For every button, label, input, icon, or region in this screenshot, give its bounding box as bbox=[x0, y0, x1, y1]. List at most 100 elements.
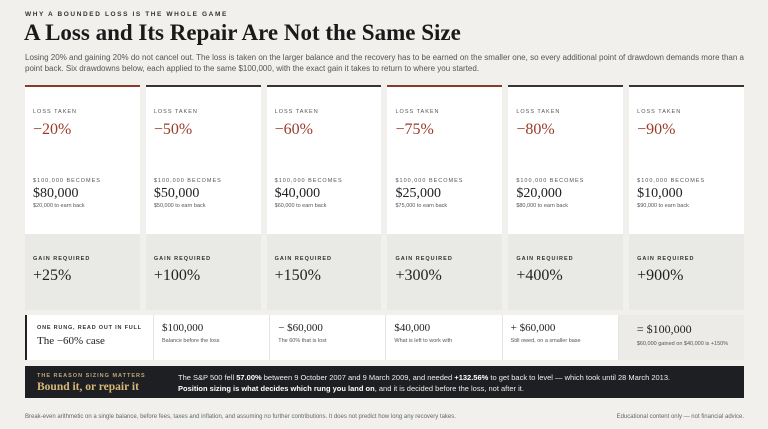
label: $100,000 BECOMES bbox=[395, 178, 464, 184]
disclaimer: Educational content only — not financial… bbox=[616, 414, 744, 420]
gain-section: GAIN REQUIRED +300% bbox=[387, 234, 503, 310]
balance-value: $40,000 bbox=[274, 186, 321, 201]
drawdown-card: LOSS TAKEN −80% $100,000 BECOMES $20,000 $80… bbox=[508, 85, 624, 310]
banner-text: Position sizing is what decides which ru… bbox=[178, 384, 375, 393]
balance-value: $20,000 bbox=[516, 186, 562, 201]
label: LOSS TAKEN bbox=[33, 109, 78, 115]
step-value: − $60,000 bbox=[278, 322, 323, 334]
balance-section: $100,000 BECOMES $25,000 $75,000 to earn b… bbox=[387, 164, 502, 234]
label: $100,000 BECOMES bbox=[274, 178, 343, 184]
balance-note: $80,000 to earn back bbox=[516, 203, 568, 209]
loss-value: −75% bbox=[395, 121, 434, 138]
balance-section: $100,000 BECOMES $20,000 $80,000 to earn b… bbox=[508, 164, 623, 234]
label: $100,000 BECOMES bbox=[637, 178, 706, 184]
label: $100,000 BECOMES bbox=[33, 178, 101, 184]
gain-section: GAIN REQUIRED +150% bbox=[266, 234, 382, 310]
banner-title: Bound it, or repair it bbox=[37, 381, 139, 393]
drawdown-card: LOSS TAKEN −20% $100,000 BECOMES $80,000 $20… bbox=[25, 85, 140, 310]
balance-section: $100,000 BECOMES $80,000 $20,000 to earn b… bbox=[25, 164, 140, 234]
loss-value: −80% bbox=[516, 121, 555, 138]
label: GAIN REQUIRED bbox=[274, 256, 332, 262]
step-value: $100,000 bbox=[162, 322, 204, 334]
loss-value: −50% bbox=[153, 121, 193, 138]
kicker: WHY A BOUNDED LOSS IS THE WHOLE GAME bbox=[25, 11, 228, 18]
loss-section: LOSS TAKEN −75% bbox=[387, 87, 502, 164]
step-note: $60,000 gained on $40,000 is +150% bbox=[636, 341, 729, 347]
label: LOSS TAKEN bbox=[153, 109, 198, 115]
case-step: $100,000 Balance before the loss bbox=[153, 315, 269, 360]
step-value: + $60,000 bbox=[510, 322, 556, 334]
case-step: $40,000 What is left to work with bbox=[385, 315, 501, 360]
drawdown-card: LOSS TAKEN −60% $100,000 BECOMES $40,000 $60… bbox=[266, 85, 382, 310]
case-kicker: ONE RUNG, READ OUT IN FULL bbox=[37, 325, 142, 331]
banner-line: The S&P 500 fell 57.00% between 9 Octobe… bbox=[178, 373, 670, 382]
balance-section: $100,000 BECOMES $40,000 $60,000 to earn b… bbox=[267, 164, 382, 234]
intro: Losing 20% and gaining 20% do not cancel… bbox=[25, 53, 744, 73]
step-note: Still owed, on a smaller base bbox=[510, 338, 581, 344]
gain-section: GAIN REQUIRED +400% bbox=[508, 234, 624, 310]
label: GAIN REQUIRED bbox=[153, 256, 212, 262]
gain-value: +150% bbox=[274, 267, 322, 284]
case-step: + $60,000 Still owed, on a smaller base bbox=[501, 315, 618, 360]
gain-value: +300% bbox=[395, 267, 442, 284]
gain-value: +900% bbox=[637, 267, 684, 284]
label: LOSS TAKEN bbox=[516, 109, 561, 115]
drawdown-card: LOSS TAKEN −90% $100,000 BECOMES $10,000 $90… bbox=[629, 85, 744, 310]
gain-section: GAIN REQUIRED +25% bbox=[25, 234, 140, 310]
gain-value: +25% bbox=[33, 267, 72, 284]
label: LOSS TAKEN bbox=[637, 109, 682, 115]
banner-kicker: THE REASON SIZING MATTERS bbox=[37, 373, 146, 379]
balance-section: $100,000 BECOMES $50,000 $50,000 to earn b… bbox=[146, 164, 261, 234]
case-row: ONE RUNG, READ OUT IN FULL The −60% case… bbox=[25, 315, 745, 360]
balance-value: $25,000 bbox=[395, 186, 441, 201]
label: LOSS TAKEN bbox=[395, 109, 440, 115]
balance-value: $50,000 bbox=[153, 186, 200, 201]
banner-text: +132.56% bbox=[454, 373, 489, 382]
title: A Loss and Its Repair Are Not the Same S… bbox=[24, 20, 461, 45]
step-note: Balance before the loss bbox=[162, 338, 220, 344]
drawdown-card: LOSS TAKEN −50% $100,000 BECOMES $50,000 $50… bbox=[145, 85, 261, 310]
loss-value: −20% bbox=[33, 121, 72, 138]
step-note: The 60% that is lost bbox=[278, 338, 327, 344]
balance-note: $20,000 to earn back bbox=[33, 203, 85, 209]
loss-section: LOSS TAKEN −60% bbox=[267, 87, 382, 164]
label: $100,000 BECOMES bbox=[516, 178, 585, 184]
loss-section: LOSS TAKEN −50% bbox=[146, 87, 261, 164]
banner-text: The S&P 500 fell bbox=[178, 373, 237, 382]
banner-text: to get back to level — which took until … bbox=[488, 373, 671, 382]
balance-note: $50,000 to earn back bbox=[153, 203, 206, 209]
case-step: = $100,000 $60,000 gained on $40,000 is +… bbox=[617, 315, 745, 360]
step-note: What is left to work with bbox=[394, 338, 453, 344]
label: GAIN REQUIRED bbox=[395, 256, 453, 262]
case-title: The −60% case bbox=[37, 335, 105, 347]
loss-value: −90% bbox=[637, 121, 676, 138]
case-head: ONE RUNG, READ OUT IN FULL The −60% case bbox=[25, 315, 153, 360]
gain-section: GAIN REQUIRED +100% bbox=[145, 234, 261, 310]
banner: THE REASON SIZING MATTERS Bound it, or r… bbox=[25, 366, 744, 398]
balance-section: $100,000 BECOMES $10,000 $90,000 to earn b… bbox=[629, 164, 744, 234]
label: GAIN REQUIRED bbox=[516, 256, 574, 262]
label: GAIN REQUIRED bbox=[33, 256, 91, 262]
case-step: − $60,000 The 60% that is lost bbox=[269, 315, 385, 360]
banner-line: Position sizing is what decides which ru… bbox=[178, 384, 524, 393]
loss-section: LOSS TAKEN −90% bbox=[629, 87, 744, 164]
label: $100,000 BECOMES bbox=[153, 178, 222, 184]
balance-note: $75,000 to earn back bbox=[395, 203, 448, 209]
banner-text: between 9 October 2007 and 9 March 2009,… bbox=[261, 373, 455, 382]
drawdown-card: LOSS TAKEN −75% $100,000 BECOMES $25,000 $75… bbox=[387, 85, 503, 310]
banner-text: , and it is decided before the loss, not… bbox=[374, 384, 524, 393]
balance-value: $10,000 bbox=[637, 186, 683, 201]
banner-text: 57.00% bbox=[236, 373, 262, 382]
loss-value: −60% bbox=[274, 121, 314, 138]
step-value: $40,000 bbox=[394, 322, 431, 334]
step-value: = $100,000 bbox=[636, 322, 692, 336]
balance-value: $80,000 bbox=[33, 186, 79, 201]
gain-section: GAIN REQUIRED +900% bbox=[629, 234, 744, 310]
label: GAIN REQUIRED bbox=[637, 256, 695, 262]
label: LOSS TAKEN bbox=[274, 109, 319, 115]
loss-section: LOSS TAKEN −80% bbox=[508, 87, 623, 164]
loss-section: LOSS TAKEN −20% bbox=[25, 87, 140, 164]
cards: LOSS TAKEN −20% $100,000 BECOMES $80,000 $20… bbox=[25, 85, 744, 310]
gain-value: +400% bbox=[516, 267, 563, 284]
